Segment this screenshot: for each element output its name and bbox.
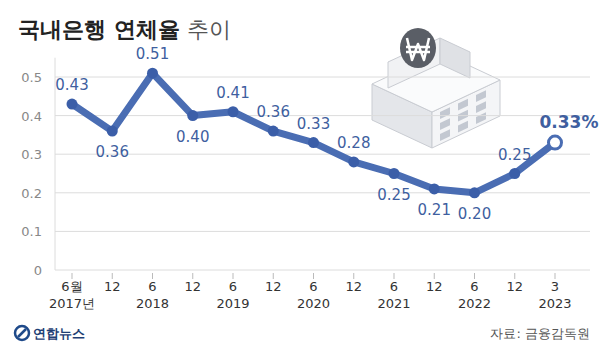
data-label: 0.20 [458, 205, 491, 223]
y-tick-label: 0 [34, 263, 42, 278]
x-tick-label: 62021 [377, 279, 410, 311]
x-tick-label: 62022 [458, 279, 491, 311]
point [147, 68, 158, 79]
x-tick-label: 32023 [538, 279, 571, 311]
y-tick-label: 0.5 [21, 70, 42, 85]
point [67, 99, 78, 110]
data-label: 0.28 [337, 134, 370, 152]
x-tick-label: 12 [345, 279, 362, 294]
grid [55, 77, 590, 270]
y-tick-label: 0.3 [21, 147, 42, 162]
point [509, 168, 520, 179]
x-tick-label: 12 [426, 279, 443, 294]
grid-line [55, 231, 590, 232]
x-tick-label: 62018 [136, 279, 169, 311]
point [107, 126, 118, 137]
grid-line [55, 192, 590, 193]
data-label: 0.25 [498, 146, 531, 164]
x-tick-label: 12 [506, 279, 523, 294]
building-illustration [372, 28, 500, 148]
data-label: 0.51 [136, 45, 169, 63]
y-tick-label: 0.2 [21, 186, 42, 201]
y-tick-label: 0.4 [21, 109, 42, 124]
data-label: 0.36 [257, 103, 290, 121]
grid-line [55, 270, 590, 271]
x-tick-label: 12 [265, 279, 282, 294]
data-label: 0.40 [176, 128, 209, 146]
data-label: 0.33 [297, 115, 330, 133]
line [72, 73, 555, 193]
x-tick-label: 62020 [297, 279, 330, 311]
y-tick-label: 0.1 [21, 224, 42, 239]
data-label: 0.41 [216, 84, 249, 102]
data-group [67, 68, 562, 199]
data-label: 0.36 [96, 143, 129, 161]
point [469, 187, 480, 198]
point [348, 156, 359, 167]
data-label: 0.43 [55, 76, 88, 94]
title: 국내은행 연체율 추이 [18, 17, 231, 42]
x-tick-label: 62019 [216, 279, 249, 311]
chart-root: 국내은행 연체율 추이 0 0.1 0.2 0.3 0.4 0.5 6월2017년 12 6201… [0, 0, 600, 353]
x-tick-label: 6월2017년 [49, 279, 95, 311]
chart-svg: 국내은행 연체율 추이 0 0.1 0.2 0.3 0.4 0.5 6월2017년 12 6201… [0, 0, 600, 353]
point [429, 183, 440, 194]
source: 자료: 금융감독원 [490, 326, 590, 341]
grid-line [55, 77, 590, 78]
point [308, 137, 319, 148]
x-tick-label: 12 [104, 279, 121, 294]
x-tick-label: 12 [184, 279, 201, 294]
point [228, 106, 239, 117]
data-label: 0.21 [418, 201, 451, 219]
credit-logo [15, 326, 29, 340]
point [187, 110, 198, 121]
credit: 연합뉴스 [33, 326, 85, 341]
point [549, 136, 562, 149]
point [268, 126, 279, 137]
data-label: 0.25 [377, 186, 410, 204]
point [389, 168, 400, 179]
data-label: 0.33% [540, 112, 599, 132]
